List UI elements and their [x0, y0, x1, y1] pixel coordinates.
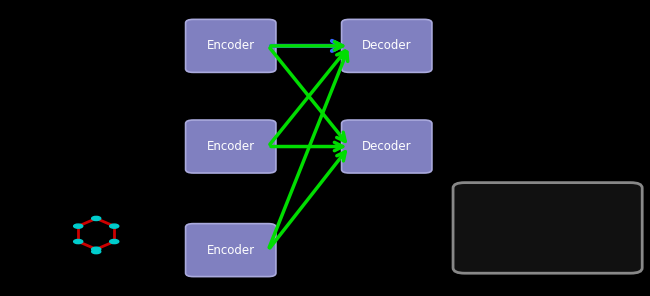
FancyBboxPatch shape [453, 183, 642, 273]
FancyArrowPatch shape [270, 51, 345, 144]
FancyBboxPatch shape [186, 20, 276, 73]
Circle shape [73, 224, 83, 228]
Text: Decoder: Decoder [362, 140, 411, 153]
Circle shape [92, 247, 101, 251]
Circle shape [110, 239, 119, 244]
FancyBboxPatch shape [186, 224, 276, 276]
FancyArrowPatch shape [271, 142, 343, 151]
FancyArrowPatch shape [270, 152, 345, 248]
Text: Decoder: Decoder [362, 39, 411, 52]
Circle shape [110, 224, 119, 228]
Circle shape [92, 250, 101, 254]
Circle shape [73, 239, 83, 244]
Text: Encoder: Encoder [207, 140, 255, 153]
FancyArrowPatch shape [484, 239, 523, 249]
FancyArrowPatch shape [271, 41, 342, 51]
FancyArrowPatch shape [484, 210, 523, 219]
FancyBboxPatch shape [342, 120, 432, 173]
Text: Encoder: Encoder [207, 39, 255, 52]
FancyArrowPatch shape [271, 42, 343, 50]
FancyBboxPatch shape [342, 20, 432, 73]
FancyBboxPatch shape [186, 120, 276, 173]
Circle shape [92, 216, 101, 221]
FancyArrowPatch shape [270, 48, 345, 141]
Text: Encoder: Encoder [207, 244, 255, 257]
FancyArrowPatch shape [269, 52, 348, 247]
